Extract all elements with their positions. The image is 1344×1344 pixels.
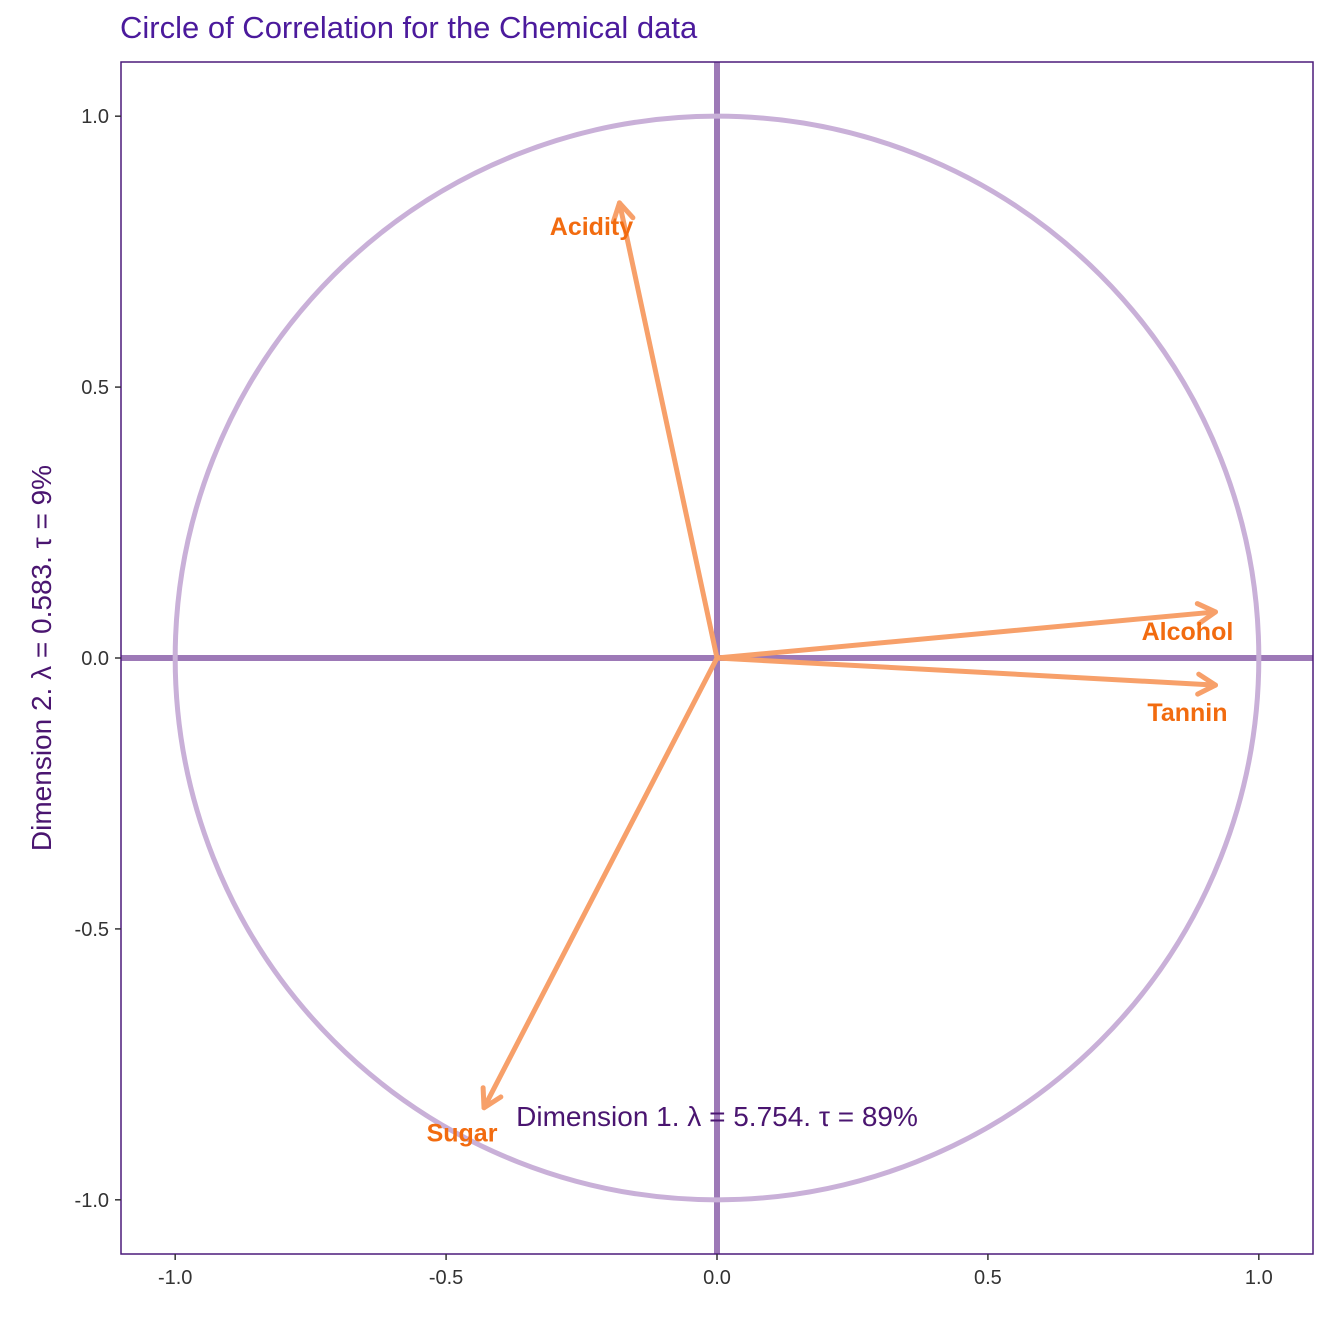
- y-tick-label-4: 1.0: [81, 106, 109, 128]
- arrow-alcohol: [714, 609, 1218, 661]
- variable-arrows: [480, 200, 1218, 1111]
- y-tick-label-0: -1.0: [75, 1190, 109, 1212]
- arrow-head-sugar: [480, 1085, 504, 1111]
- y-tick-label-3: 0.5: [81, 377, 109, 399]
- tick-labels: -1.0 -0.5 0.0 0.5 1.0 -1.0 -0.5 0.0 0.5 1.0: [75, 106, 1273, 1289]
- x-tick-label-2: 0.0: [703, 1267, 731, 1289]
- arrow-head-acidity: [610, 200, 636, 225]
- arrow-tannin: [714, 655, 1218, 688]
- chart-title: Circle of Correlation for the Chemical d…: [120, 10, 698, 45]
- label-alcohol: Alcohol: [1142, 618, 1234, 646]
- arrow-sugar: [481, 655, 720, 1111]
- y-tick-label-2: 0.0: [81, 648, 109, 670]
- variable-labels: Acidity Alcohol Tannin Sugar: [427, 213, 1234, 1148]
- unit-circle: [172, 113, 1262, 1203]
- arrow-acidity: [616, 200, 720, 661]
- label-sugar: Sugar: [427, 1120, 498, 1148]
- label-acidity: Acidity: [550, 213, 633, 241]
- x-axis-title: Dimension 1. λ = 5.754. τ = 89%: [516, 1101, 918, 1132]
- y-axis-title: Dimension 2. λ = 0.583. τ = 9%: [26, 465, 57, 851]
- y-tick-label-1: -0.5: [75, 919, 109, 941]
- x-tick-label-3: 0.5: [974, 1267, 1002, 1289]
- arrow-head-alcohol: [1194, 601, 1218, 626]
- x-tick-label-1: -0.5: [429, 1267, 463, 1289]
- label-tannin: Tannin: [1147, 699, 1227, 727]
- correlation-circle: [172, 113, 1262, 1203]
- x-tick-label-0: -1.0: [158, 1267, 192, 1289]
- x-tick-label-4: 1.0: [1245, 1267, 1273, 1289]
- arrow-head-tannin: [1195, 671, 1218, 697]
